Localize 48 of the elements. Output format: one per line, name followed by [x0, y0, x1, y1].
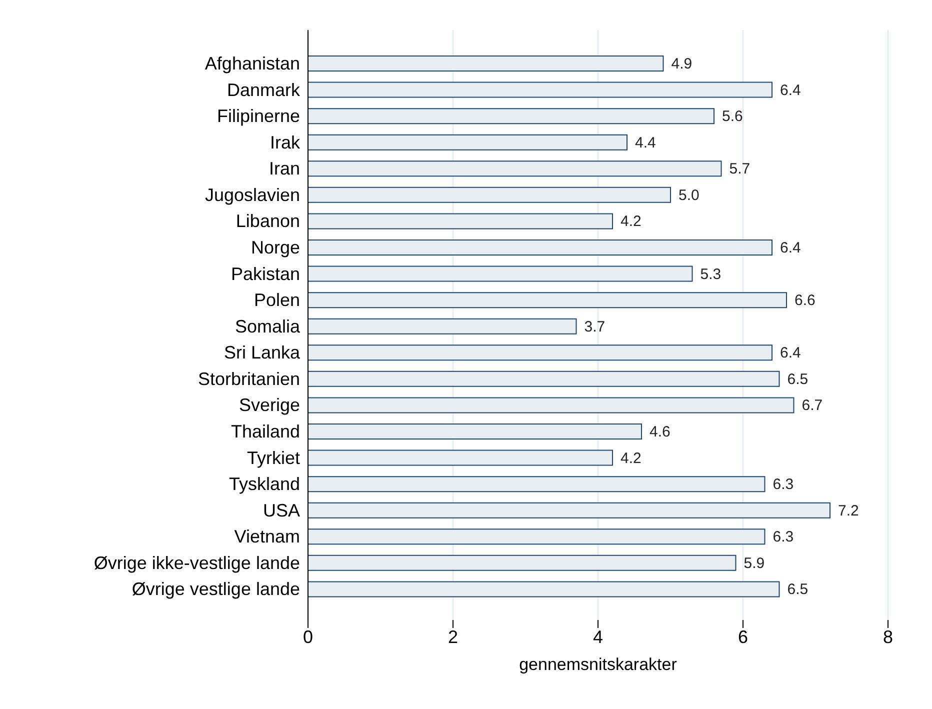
x-tick-label: 6	[738, 626, 748, 647]
data-label: 6.6	[794, 292, 816, 310]
y-tick-label: Storbritanien	[198, 368, 300, 389]
y-tick-label: Sri Lanka	[224, 342, 301, 363]
y-tick-label: Øvrige ikke-vestlige lande	[94, 552, 300, 573]
data-label: 4.4	[635, 134, 656, 152]
data-label: 5.0	[678, 186, 700, 204]
y-tick-label: Sverige	[238, 395, 300, 416]
y-tick-label: Tyrkiet	[246, 448, 300, 468]
x-axis-title: gennemsnitskarakter	[519, 655, 678, 674]
data-label: 5.7	[729, 160, 750, 178]
data-label: 6.4	[780, 82, 801, 99]
y-tick-label: Polen	[254, 290, 300, 310]
data-label: 4.9	[671, 56, 692, 72]
y-tick-label: Filipinerne	[216, 106, 300, 126]
y-tick-label: USA	[262, 500, 300, 520]
data-label: 6.3	[772, 476, 794, 494]
x-tick-label: 2	[448, 626, 458, 647]
data-label: 7.2	[838, 502, 859, 520]
data-label: 5.6	[722, 108, 743, 126]
y-tick-label: Øvrige vestlige lande	[132, 579, 300, 600]
data-label: 4.2	[620, 450, 642, 467]
y-tick-label: Norge	[250, 238, 300, 258]
y-tick-label: Vietnam	[234, 526, 300, 547]
y-tick-label: Pakistan	[230, 264, 300, 284]
data-label: 4.6	[650, 424, 670, 440]
data-label: 6.4	[780, 240, 801, 256]
data-label: 6.7	[802, 397, 823, 414]
x-tick-label: 8	[882, 626, 894, 647]
y-tick-label: Irak	[270, 132, 301, 152]
y-tick-label: Somalia	[234, 316, 301, 336]
data-label: 5.3	[700, 266, 722, 283]
data-label: 5.9	[744, 554, 765, 572]
data-label: 4.2	[620, 213, 642, 230]
y-tick-label: Afghanistan	[204, 54, 300, 74]
data-label: 6.5	[787, 370, 808, 388]
data-label: 3.7	[584, 318, 606, 336]
y-tick-label: Iran	[268, 158, 300, 179]
y-tick-label: Thailand	[230, 422, 300, 442]
x-tick-label: 4	[592, 626, 604, 647]
data-label: 6.3	[772, 528, 794, 546]
y-tick-label: Jugoslavien	[204, 184, 300, 205]
data-label: 6.5	[787, 581, 808, 598]
x-tick-label: 0	[302, 626, 314, 647]
y-tick-label: Tyskland	[228, 474, 300, 494]
data-label: 6.4	[780, 344, 801, 362]
y-tick-label: Libanon	[236, 211, 300, 232]
y-tick-label: Danmark	[226, 80, 301, 100]
